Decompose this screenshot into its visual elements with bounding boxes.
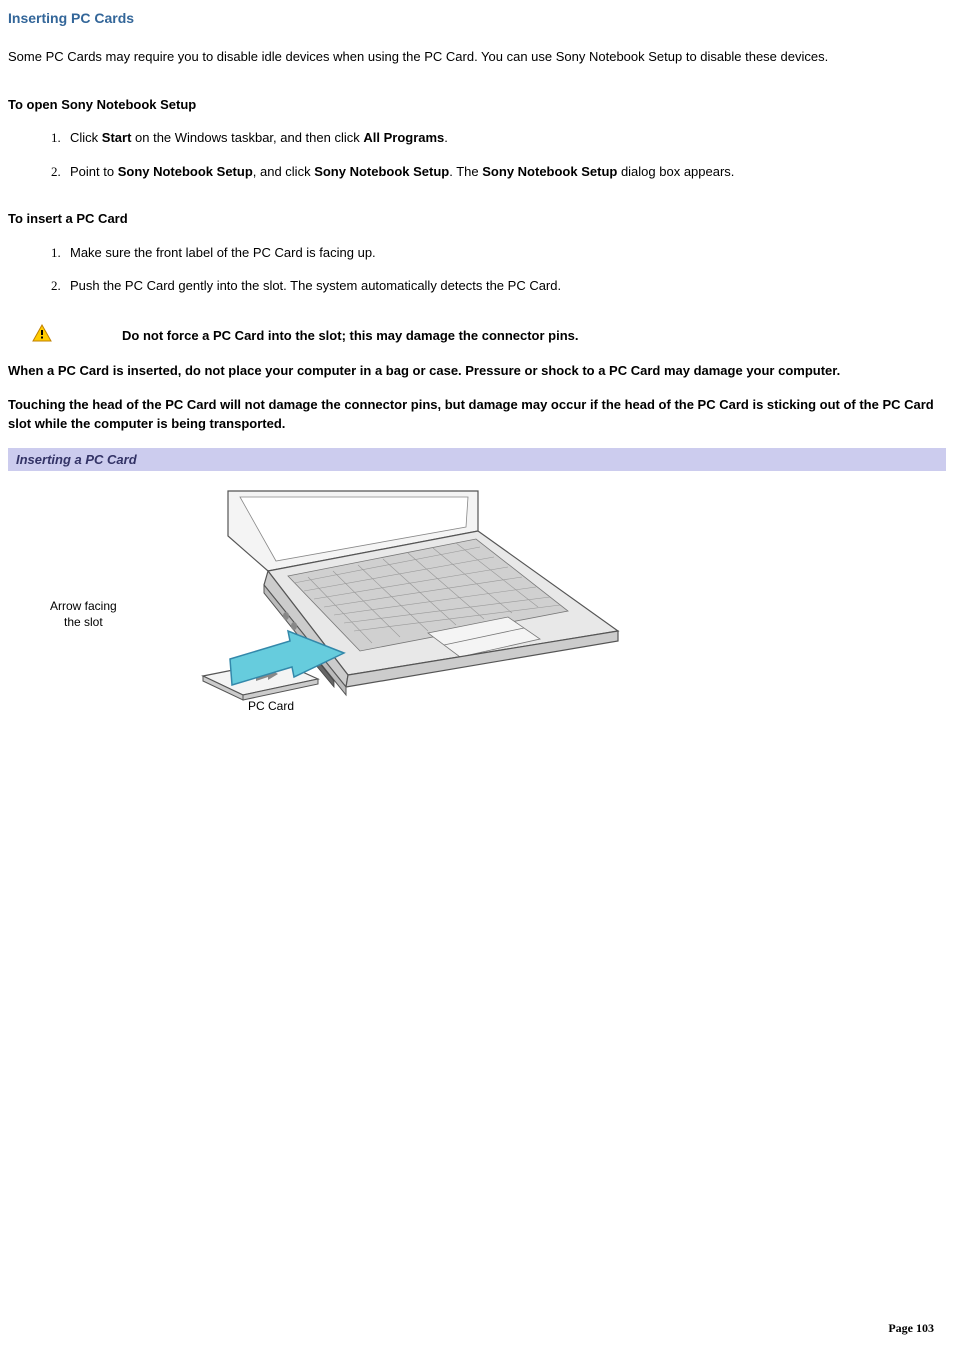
figure-caption: Inserting a PC Card [8,448,946,472]
list-item: Make sure the front label of the PC Card… [64,243,946,263]
text: . The [449,164,482,179]
bold-text: Sony Notebook Setup [482,164,617,179]
bold-text: All Programs [363,130,444,145]
list-item: Point to Sony Notebook Setup, and click … [64,162,946,182]
bold-text: Sony Notebook Setup [118,164,253,179]
intro-paragraph: Some PC Cards may require you to disable… [8,47,946,67]
text: Click [70,130,102,145]
warning-text: Do not force a PC Card into the slot; th… [122,324,579,346]
section-heading-open-setup: To open Sony Notebook Setup [8,95,946,115]
figure-label-pc-card: PC Card [248,697,294,715]
open-setup-steps: Click Start on the Windows taskbar, and … [8,128,946,181]
list-item: Push the PC Card gently into the slot. T… [64,276,946,296]
bold-text: Start [102,130,132,145]
figure-body: Arrow facing the slot PC Card [8,471,946,721]
insert-card-steps: Make sure the front label of the PC Card… [8,243,946,296]
caution-paragraph: When a PC Card is inserted, do not place… [8,361,946,381]
figure-label-arrow-facing-slot: Arrow facing the slot [50,599,117,630]
warning-row: Do not force a PC Card into the slot; th… [8,324,946,348]
text: , and click [253,164,314,179]
text: on the Windows taskbar, and then click [131,130,363,145]
page-title: Inserting PC Cards [8,8,946,29]
bold-text: Sony Notebook Setup [314,164,449,179]
caution-paragraph: Touching the head of the PC Card will no… [8,395,946,434]
text: dialog box appears. [617,164,734,179]
text: Arrow facing [50,599,117,613]
text: Point to [70,164,118,179]
section-heading-insert-card: To insert a PC Card [8,209,946,229]
list-item: Click Start on the Windows taskbar, and … [64,128,946,148]
warning-icon [32,324,52,348]
figure-illustration: Arrow facing the slot PC Card [108,481,628,721]
page-number: Page 103 [888,1319,934,1337]
text: . [444,130,448,145]
text: the slot [64,615,103,629]
